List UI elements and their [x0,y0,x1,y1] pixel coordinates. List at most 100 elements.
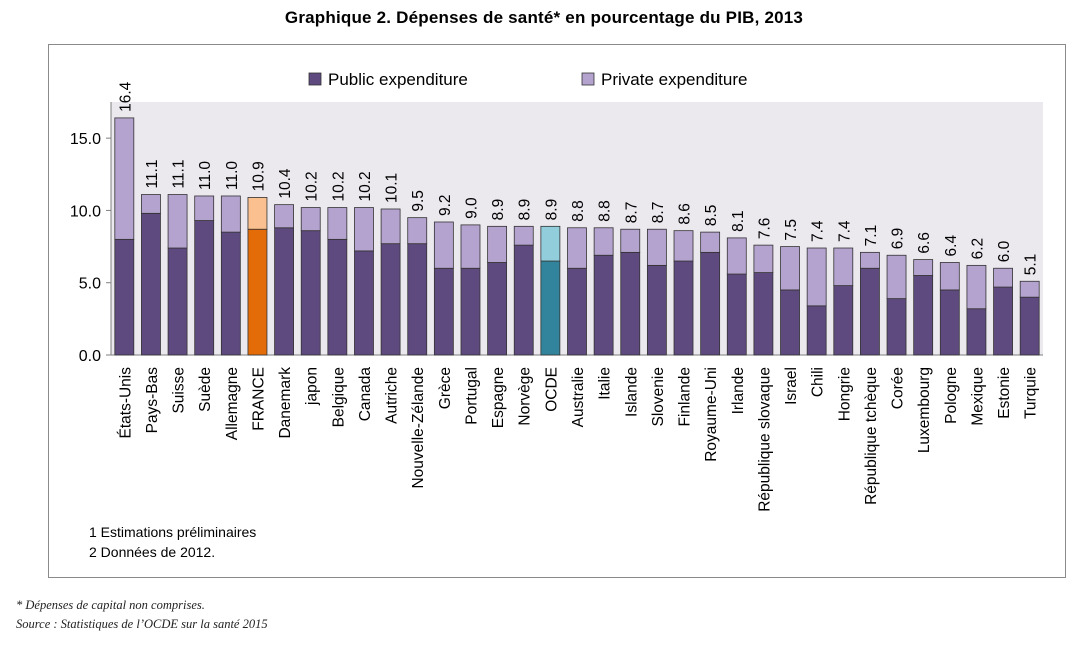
bar-private [487,225,508,263]
value-label: 8.7 [623,202,640,224]
value-labels: 16.4 11.1 11.1 11.0 11.0 10.9 10.4 10.2 10.2 10.2… [117,81,1039,275]
value-label: 9.0 [463,197,480,219]
bar-private [513,225,534,246]
value-label: 8.7 [650,202,667,224]
category-label: Allemagne [224,367,241,440]
bar-private [939,262,960,291]
chart-frame: 0.0 5.0 10.0 15.0 16.4 11.1 11.1 11.0 11.0 10.9 1… [48,44,1066,578]
value-label: 16.4 [117,81,134,112]
footnote-capital: * Dépenses de capital non comprises. [16,598,205,612]
bar-private [860,251,880,269]
value-label: 7.6 [756,218,773,240]
value-label: 6.4 [943,235,960,257]
value-label: 11.1 [144,159,161,188]
bar-public [300,230,321,356]
bar-public [220,231,241,356]
category-label: Grèce [437,367,454,409]
bar-private [833,247,854,287]
x-axis-labels: États-Unis Pays-Bas Suisse Suède Allemagne FR… [117,367,1039,512]
value-label: 8.9 [543,199,560,221]
category-label: Pologne [943,367,960,424]
bar-private [673,230,694,262]
value-label: 5.1 [1023,254,1040,276]
bar-public [247,228,268,356]
category-label: Suisse [171,367,188,414]
bar-public [780,289,800,356]
value-label: 10.2 [330,171,347,201]
y-tick-label: 10.0 [70,203,101,220]
value-label: 6.2 [969,238,986,260]
category-label: Israel [783,367,800,405]
bar-private [567,227,587,269]
bar-public [620,251,641,356]
bar-public [540,260,561,356]
bar-private [966,264,987,310]
value-label: 7.4 [836,220,853,242]
bar-private [993,267,1013,288]
bar-private [620,228,641,253]
value-label: 10.1 [384,173,401,203]
bar-private [540,225,561,262]
bar-private [886,254,907,300]
bar-private [700,231,721,253]
category-label: Australie [570,367,587,427]
bar-public [833,285,854,356]
category-label: Turquie [1023,367,1040,419]
bar-public [753,272,774,356]
category-label: Espagne [490,367,507,428]
bar-public [966,308,987,356]
value-label: 11.0 [197,161,214,190]
bar-public [860,267,880,356]
category-label: Nouvelle-Zélande [410,367,427,489]
category-label: Canada [357,367,374,422]
value-label: 7.4 [810,220,827,242]
bar-public [354,250,374,356]
bar-private [380,208,401,245]
bar-public [194,220,215,356]
bar-private [913,259,934,276]
category-label: Mexique [969,367,986,426]
bar-public [274,227,294,356]
bar-private [300,207,321,232]
category-label: OCDE [543,367,560,412]
bar-public [913,275,934,356]
bar-public [673,260,694,356]
bar-private [194,195,215,221]
category-label: Norvège [517,367,534,426]
note-2012-data: 2 Données de 2012. [89,544,215,560]
value-label: 10.9 [250,161,267,191]
bar-private [753,244,774,273]
category-label: Luxembourg [916,367,933,453]
legend: Public expenditure Private expenditure [308,70,747,89]
category-label: États-Unis [117,367,134,439]
legend-swatch-public [308,72,322,86]
bar-private [141,194,161,214]
bar-public [993,286,1013,356]
value-label: 8.1 [730,210,747,232]
bar-private [220,195,241,233]
value-label: 10.2 [357,171,374,201]
bar-public [700,251,721,356]
value-label: 10.2 [304,171,321,201]
note-preliminary: 1 Estimations préliminaires [89,524,256,540]
bar-private [780,246,800,291]
bar-public [327,238,348,356]
category-label: Irlande [730,367,747,414]
bar-public [567,267,587,356]
bar-private [274,204,294,229]
value-label: 7.5 [783,219,800,241]
bar-private [806,247,827,307]
value-label: 6.0 [996,240,1013,262]
category-label: Slovenie [650,367,667,426]
bar-public [433,267,454,356]
bar-private [726,237,747,275]
bar-private [354,207,374,252]
category-label: Royaume-Uni [703,367,720,462]
category-label: Danemark [277,367,294,439]
bar-private [247,197,268,230]
category-label: Pays-Bas [144,367,161,434]
bar-private [646,228,667,266]
bar-public [487,262,508,356]
value-label: 10.4 [277,168,294,199]
bar-public [141,212,161,356]
